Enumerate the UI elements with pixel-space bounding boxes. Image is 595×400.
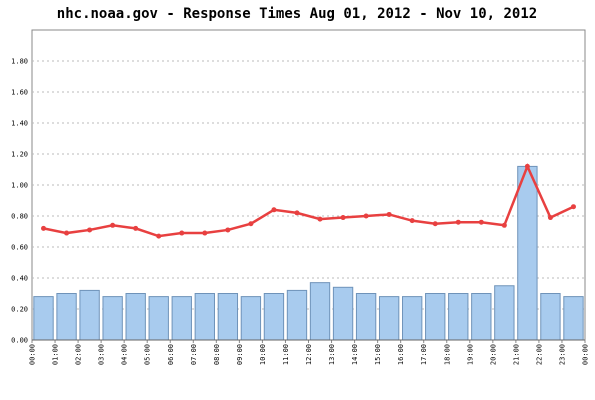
bar <box>286 289 308 341</box>
x-tick-label: 03:00 <box>98 344 106 365</box>
bar <box>217 293 239 341</box>
y-tick-label: 0.40 <box>11 275 28 283</box>
x-tick-label: 23:00 <box>558 344 566 365</box>
line-point <box>156 233 162 239</box>
line-point <box>455 219 461 225</box>
x-tick-label: 05:00 <box>144 344 152 365</box>
x-tick-label: 17:00 <box>420 344 428 365</box>
x-tick-label: 11:00 <box>282 344 290 365</box>
line-point <box>202 230 208 236</box>
chart-title: nhc.noaa.gov - Response Times Aug 01, 20… <box>57 6 537 22</box>
line-point <box>432 221 438 227</box>
line-point <box>547 215 553 221</box>
bar <box>79 289 100 341</box>
y-tick-label: 0.20 <box>11 306 28 314</box>
x-tick-label: 22:00 <box>535 344 543 365</box>
bar <box>125 293 146 341</box>
bar <box>494 285 515 341</box>
x-tick-label: 13:00 <box>328 344 336 365</box>
bar <box>402 296 423 341</box>
bar <box>102 296 123 341</box>
line <box>43 163 575 238</box>
line-point <box>386 211 392 217</box>
line-point <box>179 230 185 236</box>
x-tick-label: 20:00 <box>489 344 497 365</box>
line-point <box>363 213 369 219</box>
x-tick-label: 16:00 <box>397 344 405 365</box>
x-tick-label: 09:00 <box>236 344 244 365</box>
line-point <box>317 216 323 222</box>
bar <box>332 286 354 341</box>
line-point <box>41 225 47 231</box>
bar <box>33 296 54 341</box>
line-point <box>570 204 576 210</box>
bar <box>56 293 77 341</box>
line-point <box>409 218 415 224</box>
bar <box>471 293 492 341</box>
line-point <box>340 215 346 221</box>
x-tick-label: 07:00 <box>190 344 198 365</box>
line-point <box>64 230 70 236</box>
bar <box>540 293 561 341</box>
x-tick-label: 10:00 <box>259 344 267 365</box>
bar <box>171 296 192 341</box>
line-point <box>271 207 277 213</box>
bar <box>378 296 400 341</box>
bar <box>563 296 584 341</box>
bar <box>309 282 331 341</box>
line-point <box>110 222 116 228</box>
line-point <box>87 227 93 233</box>
y-tick-label: 1.00 <box>11 182 28 190</box>
x-tick-label: 19:00 <box>466 344 474 365</box>
y-tick-label: 1.20 <box>11 151 28 159</box>
line-point <box>248 221 254 227</box>
bar <box>355 293 377 341</box>
x-tick-label: 01:00 <box>52 344 60 365</box>
y-tick-label: 0.60 <box>11 244 28 252</box>
bar <box>425 293 446 341</box>
x-tick-label: 15:00 <box>374 344 382 365</box>
x-tick-label: 04:00 <box>121 344 129 365</box>
x-tick-label: 02:00 <box>75 344 83 365</box>
bar <box>517 165 538 341</box>
x-tick-label: 21:00 <box>512 344 520 365</box>
line-point <box>478 219 484 225</box>
bar <box>148 296 169 341</box>
x-tick-label: 00:00 <box>582 344 590 365</box>
y-tick-label: 1.60 <box>11 89 28 97</box>
y-tick-label: 1.80 <box>11 58 28 66</box>
y-tick-label: 0.00 <box>11 337 28 345</box>
x-tick-label: 18:00 <box>443 344 451 365</box>
x-tick-label: 00:00 <box>29 344 37 365</box>
y-tick-label: 1.40 <box>11 120 28 128</box>
bar <box>448 293 469 341</box>
line-point <box>524 163 530 169</box>
line-point <box>133 225 139 231</box>
x-tick-label: 12:00 <box>305 344 313 365</box>
line-point <box>501 222 507 228</box>
bar <box>194 293 215 341</box>
y-tick-label: 0.80 <box>11 213 28 221</box>
x-tick-label: 06:00 <box>167 344 175 365</box>
line-point <box>225 227 231 233</box>
x-tick-label: 08:00 <box>213 344 221 365</box>
bar <box>240 296 262 341</box>
x-tick-label: 14:00 <box>351 344 359 365</box>
line-point <box>294 210 300 216</box>
bar <box>263 293 285 341</box>
